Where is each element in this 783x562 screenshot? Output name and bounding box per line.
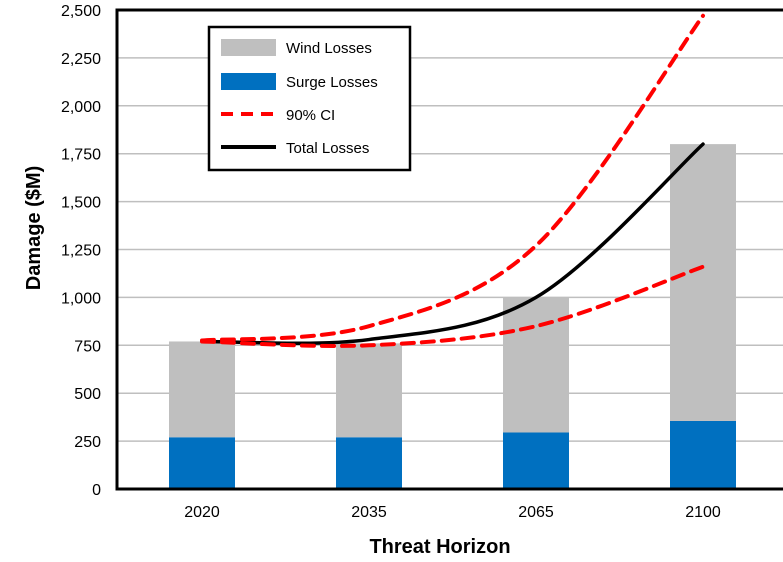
x-tick-labels: 2020 2035 2065 2100 xyxy=(184,504,721,521)
legend-swatch xyxy=(221,73,276,90)
bar-surge-losses xyxy=(503,432,569,489)
bar-wind-losses xyxy=(503,297,569,433)
legend: Wind Losses Surge Losses 90% CI Total Losse… xyxy=(207,25,412,172)
y-tick-label: 1,000 xyxy=(61,290,101,307)
bar-wind-losses xyxy=(336,343,402,438)
legend-swatch xyxy=(221,39,276,56)
series-lines xyxy=(200,13,705,348)
x-tick-label: 2020 xyxy=(184,504,220,521)
bar-surge-losses xyxy=(670,420,736,489)
legend-label: Surge Losses xyxy=(286,74,378,91)
legend-label: Total Losses xyxy=(286,140,369,157)
y-tick-label: 250 xyxy=(74,434,101,451)
line-90-ci xyxy=(200,13,705,343)
y-tick-label: 2,000 xyxy=(61,99,101,116)
y-tick-label: 1,250 xyxy=(61,243,101,260)
y-tick-label: 750 xyxy=(74,338,101,355)
bar-wind-losses xyxy=(169,341,235,438)
bar-surge-losses xyxy=(336,437,402,489)
line-90-ci xyxy=(200,264,705,348)
bar-wind-losses xyxy=(670,144,736,421)
bar-surge-losses xyxy=(169,437,235,489)
x-tick-label: 2035 xyxy=(351,504,387,521)
y-tick-label: 1,500 xyxy=(61,195,101,212)
legend-label: Wind Losses xyxy=(286,40,372,57)
line-total-losses xyxy=(200,142,705,346)
x-axis-title: Threat Horizon xyxy=(369,536,510,558)
y-axis-title: Damage ($M) xyxy=(23,166,45,290)
y-tick-label: 2,500 xyxy=(61,3,101,20)
x-tick-label: 2100 xyxy=(685,504,721,521)
bars xyxy=(169,144,736,489)
y-tick-label: 500 xyxy=(74,386,101,403)
legend-label: 90% CI xyxy=(286,107,335,124)
y-tick-label: 1,750 xyxy=(61,147,101,164)
y-tick-labels: 0 250 500 750 1,000 1,250 1,500 1,750 2,000 2,250… xyxy=(61,3,101,499)
plot-frame xyxy=(115,8,783,491)
y-tick-label: 2,250 xyxy=(61,51,101,68)
x-tick-label: 2065 xyxy=(518,504,554,521)
y-tick-label: 0 xyxy=(92,482,101,499)
